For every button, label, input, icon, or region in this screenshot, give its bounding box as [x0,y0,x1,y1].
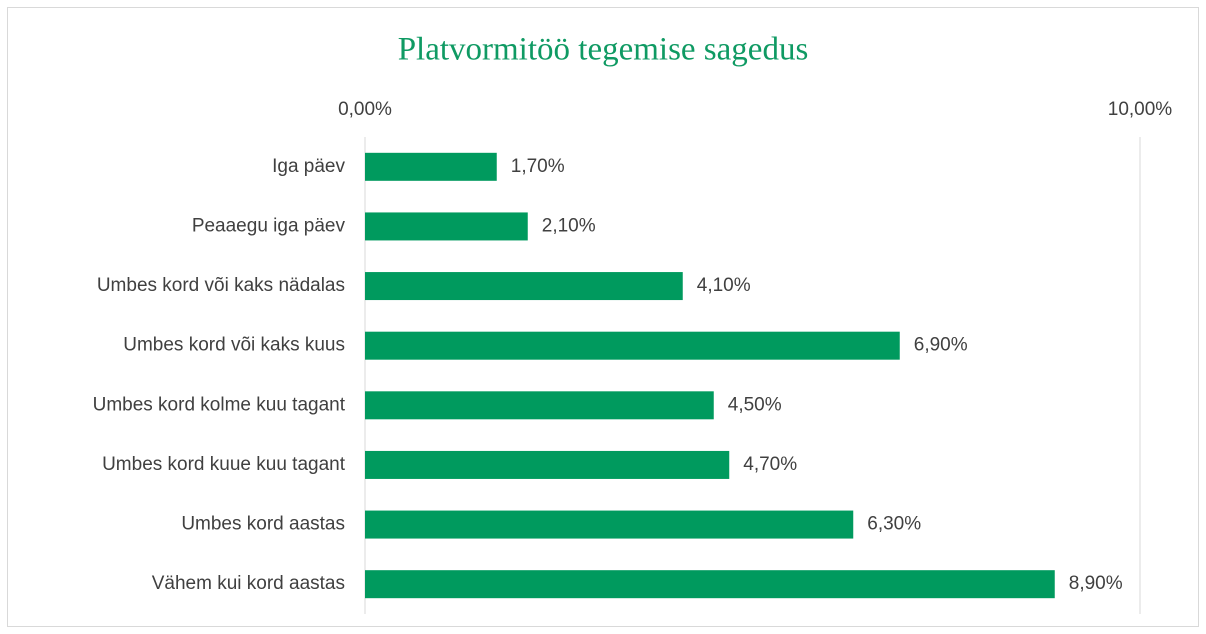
data-label: 4,50% [728,394,782,415]
y-tick-label: Peaaegu iga päev [192,215,346,236]
y-tick-label: Umbes kord või kaks kuus [123,335,345,356]
y-tick-label: Umbes kord või kaks nädalas [97,275,345,296]
data-label: 2,10% [542,215,596,236]
bar [365,331,900,360]
data-label: 4,70% [743,454,797,475]
y-tick-label: Vähem kui kord aastas [152,573,345,594]
bar [365,510,854,539]
y-tick-label: Umbes kord kolme kuu tagant [93,394,346,415]
y-tick-label: Umbes kord aastas [181,514,345,535]
chart-title: Platvormitöö tegemise sagedus [398,32,809,68]
y-tick-label: Iga päev [272,156,345,177]
bar [365,212,528,241]
bar [365,272,683,301]
bar [365,152,497,181]
bar [365,391,714,420]
x-tick-label: 10,00% [1108,99,1173,120]
data-label: 6,30% [867,514,921,535]
data-label: 8,90% [1069,573,1123,594]
bar [365,450,730,479]
data-label: 6,90% [914,335,968,356]
x-tick-label: 0,00% [338,99,392,120]
bar [365,570,1055,599]
data-label: 4,10% [697,275,751,296]
data-label: 1,70% [511,156,565,177]
y-tick-label: Umbes kord kuue kuu tagant [102,454,346,475]
